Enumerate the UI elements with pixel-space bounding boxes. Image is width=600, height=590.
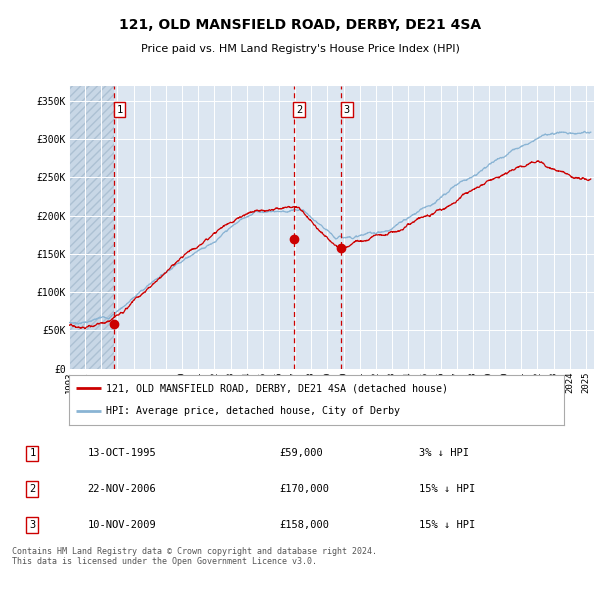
Text: 1: 1 [116,104,123,114]
Bar [69,86,114,369]
Text: 1: 1 [29,448,35,458]
Text: 3: 3 [29,520,35,530]
Text: 3% ↓ HPI: 3% ↓ HPI [419,448,469,458]
Text: HPI: Average price, detached house, City of Derby: HPI: Average price, detached house, City… [106,407,400,417]
Text: £170,000: £170,000 [280,484,330,494]
Text: 121, OLD MANSFIELD ROAD, DERBY, DE21 4SA (detached house): 121, OLD MANSFIELD ROAD, DERBY, DE21 4SA… [106,383,448,393]
Text: Price paid vs. HM Land Registry's House Price Index (HPI): Price paid vs. HM Land Registry's House … [140,44,460,54]
Text: Contains HM Land Registry data © Crown copyright and database right 2024.
This d: Contains HM Land Registry data © Crown c… [12,547,377,566]
Text: 2: 2 [296,104,302,114]
Text: 13-OCT-1995: 13-OCT-1995 [88,448,157,458]
Text: 15% ↓ HPI: 15% ↓ HPI [419,520,476,530]
Text: 2: 2 [29,484,35,494]
Text: 3: 3 [344,104,350,114]
Text: £59,000: £59,000 [280,448,323,458]
Text: £158,000: £158,000 [280,520,330,530]
Text: 15% ↓ HPI: 15% ↓ HPI [419,484,476,494]
Text: 10-NOV-2009: 10-NOV-2009 [88,520,157,530]
Text: 121, OLD MANSFIELD ROAD, DERBY, DE21 4SA: 121, OLD MANSFIELD ROAD, DERBY, DE21 4SA [119,18,481,32]
Text: 22-NOV-2006: 22-NOV-2006 [88,484,157,494]
